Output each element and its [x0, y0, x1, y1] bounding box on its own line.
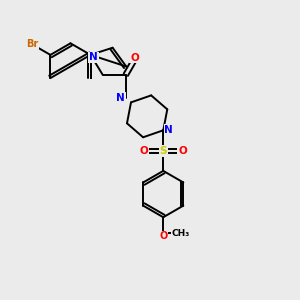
- Text: O: O: [159, 231, 167, 242]
- Text: CH₃: CH₃: [172, 229, 190, 238]
- Text: O: O: [178, 146, 187, 156]
- Text: N: N: [116, 93, 125, 103]
- Text: N: N: [164, 125, 173, 135]
- Text: Br: Br: [26, 39, 38, 50]
- Text: O: O: [140, 146, 148, 156]
- Text: N: N: [89, 52, 98, 62]
- Text: S: S: [160, 146, 167, 156]
- Text: O: O: [130, 52, 139, 63]
